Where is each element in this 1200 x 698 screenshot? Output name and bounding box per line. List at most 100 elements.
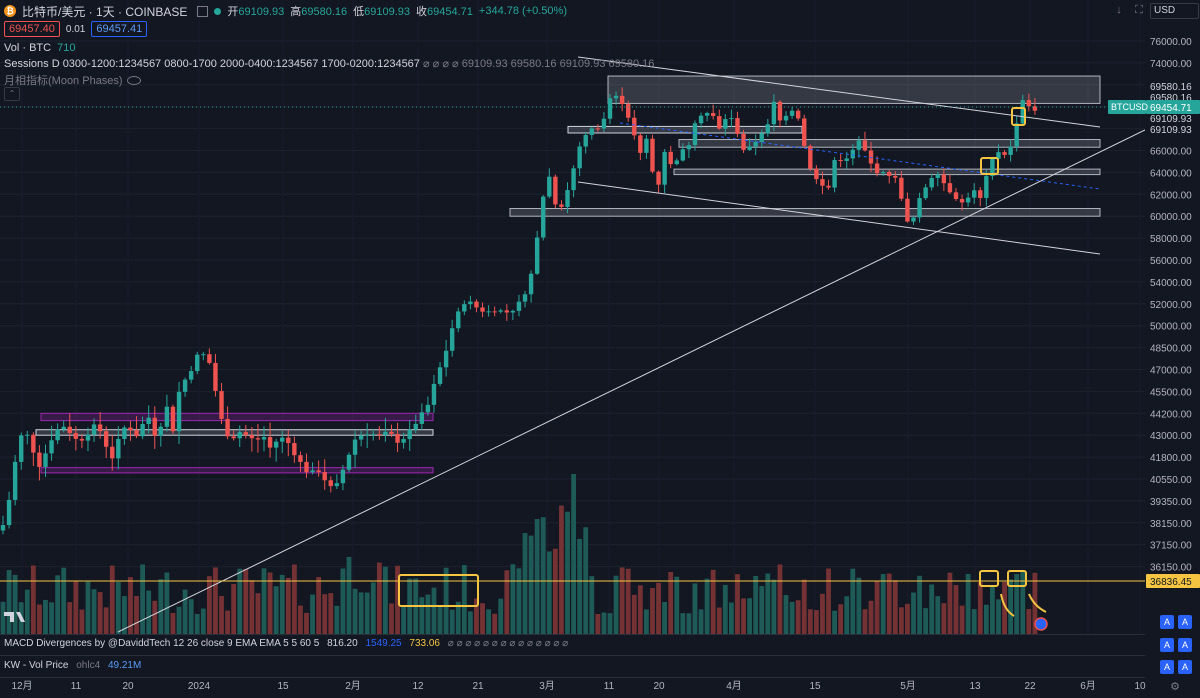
price-tick-label: 60000.00	[1150, 212, 1192, 223]
volume-legend[interactable]: Vol · BTC 710	[4, 42, 75, 54]
candle-body	[492, 311, 497, 313]
volume-bar	[467, 611, 473, 634]
macd-legend[interactable]: MACD Divergences by @DaviddTech 12 26 cl…	[4, 638, 568, 649]
midline-dashed	[619, 122, 1101, 190]
volume-bar	[892, 580, 898, 634]
time-tick-label: 11	[604, 681, 615, 692]
compare-square-icon[interactable]	[197, 5, 209, 17]
candle-body	[449, 328, 455, 351]
volume-bar	[291, 564, 297, 634]
arrow-down-icon[interactable]: ↓	[1116, 4, 1122, 16]
volume-bar	[498, 598, 504, 634]
volume-bar	[1020, 572, 1026, 634]
candle-body	[486, 311, 491, 313]
flag-icon	[1034, 617, 1048, 631]
candle-body	[249, 435, 255, 439]
volume-bar	[844, 596, 850, 634]
candle-body	[1014, 123, 1019, 147]
price-tick-label: 62000.00	[1150, 190, 1192, 201]
maximize-icon[interactable]: ⛶	[1135, 4, 1143, 16]
buy-button[interactable]: 69457.41	[91, 21, 148, 37]
candle-body	[346, 454, 352, 470]
volume-bar	[625, 568, 631, 634]
volume-bar	[194, 613, 200, 634]
candle-body	[990, 158, 995, 177]
candle-body	[389, 431, 394, 434]
time-tick-label: 13	[969, 681, 981, 692]
time-tick-label: 21	[472, 681, 484, 692]
volume-bar	[795, 600, 801, 634]
price-tick-label: 54000.00	[1150, 278, 1192, 289]
price-axis: 76000.0074000.0072000.0070000.0068000.00…	[1108, 0, 1200, 634]
ohlc-high: 高69580.16	[290, 6, 348, 18]
volume-value: 710	[57, 42, 76, 54]
candle-body	[747, 146, 752, 150]
volume-bar	[589, 576, 595, 634]
volume-bar	[225, 610, 230, 634]
macd-auto-button-2[interactable]: A	[1178, 638, 1192, 652]
candle-body	[547, 176, 552, 197]
highlight-box	[1011, 107, 1026, 126]
sell-button[interactable]: 69457.40	[4, 21, 60, 37]
symbol-tag-bg	[1108, 100, 1146, 114]
symbol-title[interactable]: 比特币/美元 · 1天 · COINBASE	[22, 4, 188, 19]
candle-body	[407, 429, 412, 440]
curve-arrow	[1028, 593, 1047, 613]
volume-bar	[12, 574, 18, 634]
volume-bar	[389, 603, 394, 634]
candle-body	[431, 383, 437, 405]
volume-bar	[777, 564, 783, 634]
auto-scale-button-2[interactable]: A	[1178, 615, 1192, 629]
eye-icon[interactable]	[126, 75, 141, 85]
symbol-tag-text: BTCUSD	[1111, 102, 1149, 112]
volume-bar	[358, 592, 364, 634]
candle-body	[468, 301, 473, 305]
volume-bar	[571, 474, 576, 634]
volume-bar	[983, 604, 989, 634]
currency-select[interactable]: USD	[1150, 3, 1199, 19]
candle-body	[553, 176, 558, 205]
candle-body	[474, 301, 479, 308]
volume-bar	[461, 565, 467, 634]
volume-bar	[935, 596, 941, 634]
price-tick-label: 58000.00	[1150, 234, 1192, 245]
volume-bar	[267, 572, 273, 634]
kw-vol-legend[interactable]: KW - Vol Price ohlc4 49.21M	[4, 660, 141, 671]
symbol-tag: BTCUSD	[1108, 100, 1149, 114]
volume-bar	[449, 609, 455, 634]
candle-body	[322, 472, 327, 481]
candle-body	[383, 431, 388, 436]
price-tick-label: 45500.00	[1150, 387, 1192, 398]
volume-bar	[140, 564, 146, 634]
volume-bar	[383, 566, 388, 634]
time-tick-label: 20	[653, 681, 665, 692]
kw-auto-button[interactable]: A	[1160, 660, 1174, 674]
candle-body	[146, 417, 151, 424]
price-label-low-2: 69109.93	[1146, 122, 1200, 136]
collapse-legend-button[interactable]: ⌃	[4, 87, 20, 101]
candle-body	[607, 98, 613, 119]
moon-phases-legend[interactable]: 月相指标(Moon Phases)	[4, 72, 141, 88]
volume-bar	[437, 606, 443, 634]
volume-bar	[164, 572, 170, 634]
macd-auto-button[interactable]: A	[1160, 638, 1174, 652]
settings-gear-icon[interactable]: ⚙	[1170, 681, 1180, 693]
time-tick-label: 12月	[11, 680, 32, 692]
auto-scale-button[interactable]: A	[1160, 615, 1174, 629]
volume-bar	[832, 610, 837, 634]
volume-bar	[146, 590, 152, 634]
candle-body	[510, 310, 516, 313]
price-zone	[607, 75, 1101, 104]
ohlc-low: 低69109.93	[353, 6, 411, 18]
candle-body	[735, 118, 740, 134]
candle-body	[213, 362, 218, 391]
candle-body	[85, 434, 91, 441]
bitcoin-icon: ₿	[4, 5, 16, 17]
volume-bar	[425, 594, 431, 634]
volume-bar	[128, 577, 133, 634]
kw-auto-button-2[interactable]: A	[1178, 660, 1192, 674]
candle-body	[6, 499, 12, 526]
ohlc-change: +344.78 (+0.50%)	[478, 5, 567, 17]
sessions-legend[interactable]: Sessions D 0300-1200:1234567 0800-1700 2…	[4, 57, 654, 70]
